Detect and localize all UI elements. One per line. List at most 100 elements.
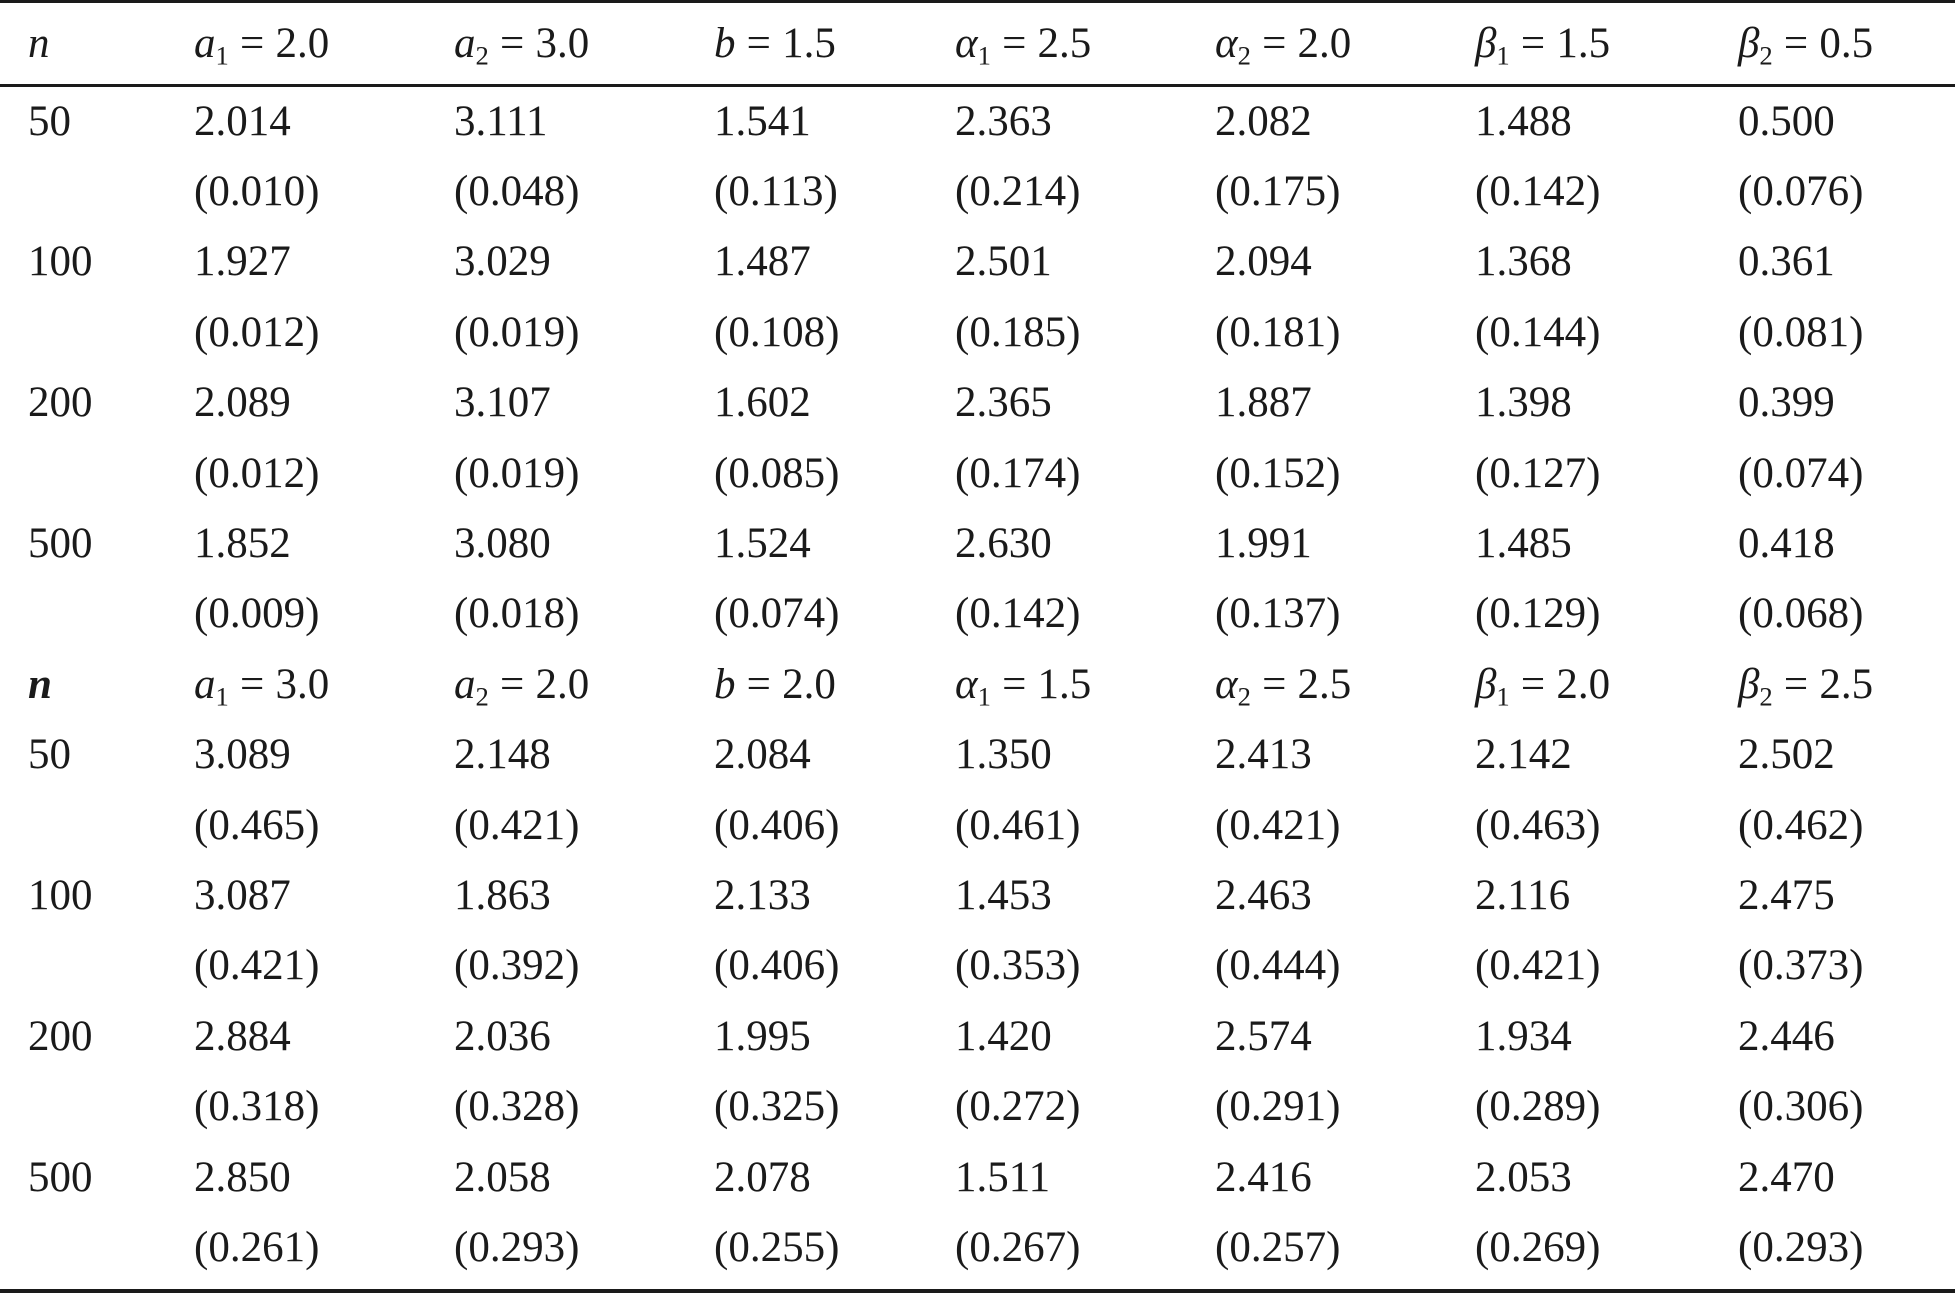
estimate-row: 50 3.089 2.148 2.084 1.350 2.413 2.142 2.502 (0, 720, 1955, 790)
estimate-row: 500 1.852 3.080 1.524 2.630 1.991 1.485 0.418 (0, 508, 1955, 578)
std-error-cell: (0.152) (1215, 449, 1341, 497)
estimate-cell: 1.511 (955, 1153, 1051, 1201)
std-error-cell: (0.068) (1738, 590, 1864, 638)
param-symbol: α (955, 19, 978, 67)
param-subscript: 2 (1237, 681, 1251, 712)
std-error-cell: (0.009) (194, 590, 320, 638)
std-error-cell: (0.353) (955, 942, 1081, 990)
param-subscript: 1 (977, 681, 991, 712)
equals-sign: = (1002, 660, 1027, 708)
param-symbol: β (1475, 660, 1497, 708)
equals-sign: = (240, 660, 265, 708)
equals-sign: = (1783, 19, 1809, 67)
sample-size-cell: 50 (28, 731, 71, 779)
std-error-row: (0.012) (0.019) (0.085) (0.174) (0.152) (0.12… (0, 438, 1955, 508)
std-error-row: (0.318) (0.328) (0.325) (0.272) (0.291) (0.28… (0, 1071, 1955, 1141)
std-error-cell: (0.421) (1215, 801, 1341, 849)
header-param-cell: a1 = 3.0 (194, 649, 454, 719)
param-symbol: a (454, 19, 476, 67)
estimate-cell: 2.365 (955, 379, 1052, 427)
param-symbol: β (1738, 19, 1760, 67)
empty-cell (0, 790, 194, 860)
header-n-cell: n (0, 649, 194, 719)
std-error-cell: (0.081) (1738, 308, 1864, 356)
std-error-cell: (0.214) (955, 168, 1081, 216)
sample-size-cell: 100 (28, 871, 93, 919)
estimate-cell: 2.089 (194, 379, 291, 427)
std-error-cell: (0.463) (1475, 801, 1601, 849)
param-value: 0.5 (1819, 19, 1874, 67)
empty-cell (0, 297, 194, 367)
estimate-cell: 1.487 (714, 238, 811, 286)
estimate-row: 200 2.089 3.107 1.602 2.365 1.887 1.398 0.399 (0, 368, 1955, 438)
estimate-cell: 2.116 (1475, 871, 1571, 919)
sample-size-cell: 200 (28, 379, 93, 427)
estimate-cell: 2.470 (1738, 1153, 1835, 1201)
estimate-cell: 1.934 (1475, 1012, 1572, 1060)
estimate-cell: 3.080 (454, 520, 551, 568)
estimate-cell: 1.453 (955, 871, 1052, 919)
std-error-cell: (0.392) (454, 942, 580, 990)
estimate-row: 100 3.087 1.863 2.133 1.453 2.463 2.116 2.475 (0, 860, 1955, 930)
param-value: 2.0 (782, 660, 836, 708)
std-error-cell: (0.306) (1738, 1083, 1864, 1131)
sample-size-cell: 200 (28, 1012, 93, 1060)
std-error-cell: (0.406) (714, 942, 840, 990)
std-error-cell: (0.019) (454, 449, 580, 497)
estimate-cell: 1.488 (1475, 97, 1572, 145)
estimate-cell: 2.084 (714, 731, 811, 779)
param-value: 2.5 (1037, 19, 1092, 67)
estimate-row: 50 2.014 3.111 1.541 2.363 2.082 1.488 0.500 (0, 86, 1955, 156)
param-value: 2.0 (275, 19, 330, 67)
equals-sign: = (1783, 660, 1809, 708)
header-rule (0, 84, 1955, 87)
std-error-cell: (0.019) (454, 308, 580, 356)
param-value: 2.5 (1819, 660, 1874, 708)
equals-sign: = (240, 19, 265, 67)
std-error-cell: (0.421) (454, 801, 580, 849)
estimate-cell: 1.887 (1215, 379, 1312, 427)
equals-sign: = (500, 660, 525, 708)
param-value: 1.5 (1037, 660, 1092, 708)
param-symbol: α (1215, 660, 1238, 708)
estimate-cell: 1.852 (194, 520, 291, 568)
std-error-row: (0.009) (0.018) (0.074) (0.142) (0.137) (0.12… (0, 579, 1955, 649)
estimate-cell: 2.501 (955, 238, 1052, 286)
estimate-cell: 3.111 (454, 97, 548, 145)
header-param-cell: a1 = 2.0 (194, 0, 454, 86)
std-error-cell: (0.406) (714, 801, 840, 849)
empty-cell (0, 579, 194, 649)
param-subscript: 2 (1759, 681, 1773, 712)
std-error-cell: (0.010) (194, 168, 320, 216)
param-value: 1.5 (1556, 19, 1611, 67)
std-error-cell: (0.267) (955, 1223, 1081, 1271)
estimate-cell: 2.502 (1738, 731, 1835, 779)
std-error-cell: (0.318) (194, 1083, 320, 1131)
param-value: 1.5 (782, 19, 836, 67)
estimate-cell: 1.991 (1215, 520, 1312, 568)
std-error-row: (0.261) (0.293) (0.255) (0.267) (0.257) (0.26… (0, 1212, 1955, 1282)
std-error-cell: (0.074) (1738, 449, 1864, 497)
std-error-cell: (0.012) (194, 449, 320, 497)
std-error-cell: (0.142) (1475, 168, 1601, 216)
estimate-cell: 1.485 (1475, 520, 1572, 568)
std-error-cell: (0.137) (1215, 590, 1341, 638)
header-row: n a1 = 2.0 a2 = 3.0 b = 1.5 α1 = 2.5 α2 = 2.0 β1 = 1.5 β2 = 0… (0, 0, 1955, 86)
std-error-cell: (0.113) (714, 168, 838, 216)
estimate-cell: 2.142 (1475, 731, 1572, 779)
equals-sign: = (1262, 19, 1287, 67)
estimate-cell: 2.416 (1215, 1153, 1312, 1201)
param-symbol: a (194, 660, 216, 708)
equals-sign: = (746, 19, 771, 67)
estimate-cell: 0.361 (1738, 238, 1835, 286)
header-param-cell: β1 = 1.5 (1475, 0, 1738, 86)
empty-cell (0, 438, 194, 508)
equals-sign: = (746, 660, 771, 708)
estimate-cell: 2.850 (194, 1153, 291, 1201)
std-error-cell: (0.328) (454, 1083, 580, 1131)
param-value: 3.0 (275, 660, 330, 708)
sample-size-cell: 500 (28, 1153, 93, 1201)
top-rule (0, 0, 1955, 3)
equals-sign: = (1520, 660, 1546, 708)
estimate-cell: 1.541 (714, 97, 811, 145)
